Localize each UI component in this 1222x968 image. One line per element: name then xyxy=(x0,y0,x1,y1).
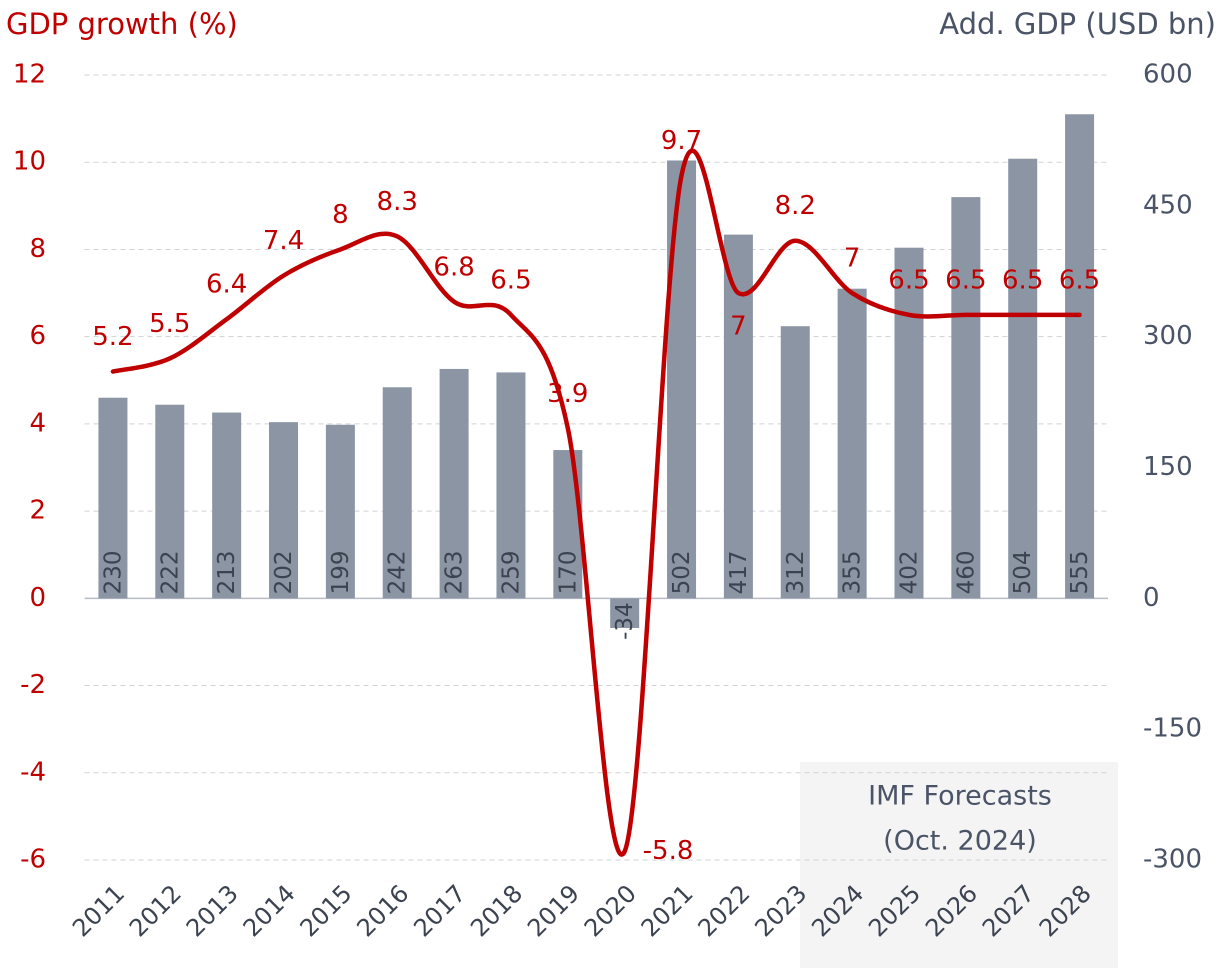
line-value-label: -5.8 xyxy=(643,836,694,866)
bar-value-label: 213 xyxy=(214,550,240,594)
x-tick-label: 2017 xyxy=(408,879,471,942)
bar xyxy=(269,422,299,599)
y2-tick-label: 450 xyxy=(1143,190,1193,220)
line-value-label: 3.9 xyxy=(547,379,588,409)
bar xyxy=(439,368,469,599)
grid xyxy=(84,74,1108,861)
bar-value-label: 312 xyxy=(783,550,809,594)
bar-value-label: 417 xyxy=(726,550,752,594)
y2-tick-label: -300 xyxy=(1143,845,1202,875)
line xyxy=(110,148,1082,857)
x-tick-label: 2022 xyxy=(693,879,756,942)
bar xyxy=(382,387,412,599)
x-tick-label: 2012 xyxy=(124,879,187,942)
line-value-label: 6.5 xyxy=(1059,265,1100,295)
line-value-label: 5.5 xyxy=(149,309,190,339)
x-tick-label: 2015 xyxy=(295,879,358,942)
bar-value-label: 460 xyxy=(953,550,979,594)
line-value-label: 7 xyxy=(844,244,861,274)
y-tick-label: 12 xyxy=(13,60,46,90)
y-tick-label: 2 xyxy=(29,496,46,526)
y2-tick-label: 0 xyxy=(1143,583,1160,613)
y2-axis-title: Add. GDP (USD bn) xyxy=(939,7,1216,41)
bar xyxy=(325,424,355,599)
bar xyxy=(98,397,128,599)
bar-value-label: 202 xyxy=(271,550,297,594)
bar-value-label: 170 xyxy=(555,550,581,594)
bar-value-label: 242 xyxy=(385,550,411,594)
forecast-box xyxy=(800,762,1118,968)
x-tick-label: 2011 xyxy=(67,879,130,942)
line-value-label: 8.2 xyxy=(775,191,816,221)
bar-value-label: 263 xyxy=(442,550,468,594)
y-tick-label: 0 xyxy=(29,583,46,613)
line-value-label: 9.7 xyxy=(661,126,702,156)
line-value-label: 6.5 xyxy=(888,265,929,295)
bar xyxy=(1008,158,1038,599)
x-tick-label: 2014 xyxy=(238,879,301,942)
line-value-label: 5.2 xyxy=(92,322,133,352)
x-tick-label: 2016 xyxy=(351,879,414,942)
line-value-label: 7.4 xyxy=(263,226,304,256)
x-tick-label: 2013 xyxy=(181,879,244,942)
bar xyxy=(610,598,640,628)
line-value-label: 8.3 xyxy=(377,187,418,217)
annotation: (Oct. 2024) xyxy=(883,826,1037,857)
bar-value-label: 222 xyxy=(157,550,183,594)
line-value-label: 6.4 xyxy=(206,270,247,300)
x-tick-label: 2018 xyxy=(465,879,528,942)
y-tick-label: 8 xyxy=(29,234,46,264)
line-value-label: 6.5 xyxy=(490,265,531,295)
bar xyxy=(723,234,753,599)
line-value-label: 6.8 xyxy=(433,252,474,282)
bar-value-label: 504 xyxy=(1010,550,1036,594)
bar-value-label: -34 xyxy=(612,602,638,640)
bar xyxy=(951,197,981,599)
bar-value-label: 555 xyxy=(1067,550,1093,594)
x-tick-label: 2021 xyxy=(636,879,699,942)
line-value-label: 7 xyxy=(730,312,747,342)
bar xyxy=(1065,114,1095,599)
bar-value-label: 402 xyxy=(896,550,922,594)
bar xyxy=(894,247,924,599)
y-tick-label: 6 xyxy=(29,321,46,351)
bar xyxy=(496,372,526,599)
y-tick-label: -4 xyxy=(20,757,46,787)
x-tick-label: 2020 xyxy=(579,879,642,942)
y-axis-title: GDP growth (%) xyxy=(6,7,238,41)
bar-value-label: 355 xyxy=(840,550,866,594)
line-value-label: 8 xyxy=(332,200,349,230)
y-tick-label: 10 xyxy=(13,147,46,177)
y-tick-label: -6 xyxy=(20,845,46,875)
marks xyxy=(98,114,1095,857)
line-value-label: 6.5 xyxy=(945,265,986,295)
bar-value-label: 502 xyxy=(669,550,695,594)
bar xyxy=(780,326,810,599)
bar xyxy=(667,160,697,599)
x-tick-label: 2019 xyxy=(522,879,585,942)
line-value-label: 6.5 xyxy=(1002,265,1043,295)
y2-tick-label: 600 xyxy=(1143,60,1193,90)
bar-value-label: 259 xyxy=(498,550,524,594)
bar xyxy=(837,288,867,599)
y2-tick-label: 150 xyxy=(1143,452,1193,482)
annotation: IMF Forecasts xyxy=(868,781,1052,812)
bar-value-label: 199 xyxy=(328,550,354,594)
bar-value-label: 230 xyxy=(100,550,126,594)
y2-tick-label: 300 xyxy=(1143,321,1193,351)
bar xyxy=(553,450,583,599)
y-tick-label: 4 xyxy=(29,408,46,438)
y-tick-label: -2 xyxy=(20,670,46,700)
y2-tick-label: -150 xyxy=(1143,714,1202,744)
bar xyxy=(155,404,185,599)
bar xyxy=(212,412,242,599)
